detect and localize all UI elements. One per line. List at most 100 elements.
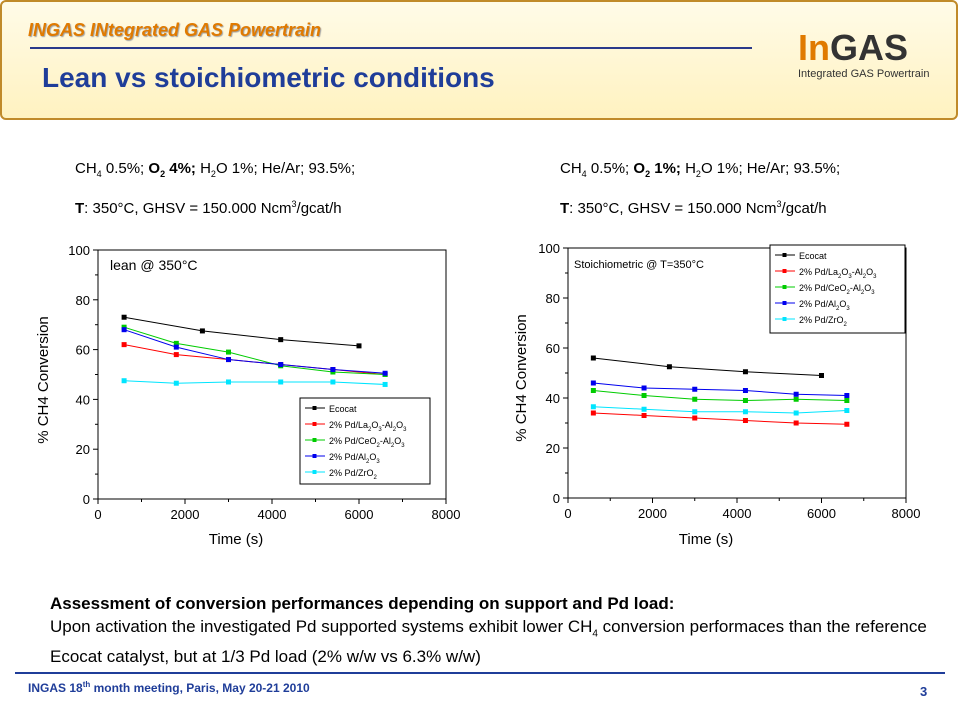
x-tick-label: 8000: [432, 507, 461, 522]
data-point: [590, 404, 596, 410]
header-band: [0, 0, 958, 120]
data-point: [330, 379, 336, 385]
y-tick-label: 80: [546, 291, 560, 306]
chart-lean: 0 2000 4000 6000 8000 0 20 40 60 80 100 Time (s) % C…: [35, 243, 460, 548]
data-point: [742, 388, 748, 393]
legend-marker: [312, 422, 317, 426]
data-point: [590, 380, 596, 386]
data-point: [844, 393, 850, 398]
data-point: [742, 418, 748, 423]
data-point: [793, 391, 799, 397]
data-point: [199, 328, 205, 334]
legend-marker: [312, 454, 317, 458]
series-line: [593, 412, 847, 425]
legend-label: 2% Pd/CeO2-Al2O3: [329, 436, 405, 449]
y-tick-label: 20: [76, 442, 90, 457]
data-point: [226, 349, 231, 355]
page-number: 3: [920, 684, 928, 699]
data-point: [819, 373, 824, 378]
assessment-text: Assessment of conversion performances de…: [50, 592, 930, 668]
ingas-logo: InGAS Integrated GAS Powertrain: [798, 30, 948, 90]
data-point: [793, 420, 799, 426]
data-point: [793, 396, 799, 402]
series-line: [124, 380, 386, 385]
data-point: [121, 314, 127, 320]
y-tick-label: 40: [76, 392, 90, 407]
data-point: [173, 380, 179, 386]
series-line: [593, 390, 847, 402]
y-tick-label: 0: [553, 491, 560, 506]
data-point: [844, 408, 850, 413]
legend-marker: [782, 317, 787, 321]
series-line: [123, 326, 386, 375]
conditions-right: CH4 0.5%; O2 1%; H2O 1%; He/Ar; 93.5%; T…: [560, 160, 841, 217]
series-line: [124, 316, 360, 347]
brand-title: INGAS INtegrated GAS Powertrain: [28, 20, 322, 40]
data-point: [692, 409, 698, 415]
x-tick-label: 0: [564, 506, 571, 521]
legend-box: [299, 397, 431, 485]
legend-label: Ecocat: [799, 251, 827, 261]
y-tick-label: 100: [538, 241, 560, 256]
data-point: [742, 369, 748, 375]
data-point: [226, 379, 231, 385]
data-point: [173, 352, 179, 358]
x-tick-label: 0: [94, 507, 101, 522]
logo-subtitle: Integrated GAS Powertrain: [798, 68, 930, 80]
legend-label: 2% Pd/Al2O3: [329, 452, 380, 465]
y-axis-label: % CH4 Conversion: [513, 314, 530, 442]
data-point: [278, 379, 284, 385]
data-point: [121, 342, 127, 348]
data-point: [641, 393, 647, 398]
data-point: [226, 357, 231, 363]
data-point: [173, 340, 179, 346]
y-tick-label: 0: [83, 492, 90, 507]
series-line: [593, 357, 822, 376]
legend-marker: [782, 269, 787, 273]
data-point: [742, 409, 748, 415]
x-tick-label: 4000: [723, 506, 752, 521]
legend-label: 2% Pd/CeO2-Al2O3: [799, 283, 875, 296]
legend-label: 2% Pd/Al2O3: [799, 299, 850, 312]
y-tick-label: 60: [546, 341, 560, 356]
data-point: [641, 406, 647, 412]
data-point: [692, 396, 698, 402]
data-point: [382, 381, 388, 387]
data-point: [121, 327, 127, 333]
data-point: [330, 367, 336, 373]
legend-label: 2% Pd/La2O3-Al2O3: [329, 420, 407, 433]
x-tick-label: 8000: [892, 506, 921, 521]
slide-title: Lean vs stoichiometric conditions: [42, 62, 495, 93]
legend-marker: [782, 285, 787, 289]
series-line: [593, 382, 847, 396]
series-line: [123, 329, 386, 374]
y-tick-label: 40: [546, 391, 560, 406]
x-tick-label: 6000: [807, 506, 836, 521]
data-point: [793, 410, 799, 416]
series-line: [593, 406, 847, 414]
x-tick-label: 6000: [345, 507, 374, 522]
data-point: [382, 370, 388, 376]
data-point: [666, 364, 672, 370]
data-point: [278, 337, 284, 343]
x-axis-label: Time (s): [209, 531, 263, 548]
data-point: [641, 413, 647, 418]
assessment-title: Assessment of conversion performances de…: [50, 594, 675, 613]
data-point: [692, 415, 698, 421]
logo-in-text: In: [798, 27, 830, 68]
assessment-body: Upon activation the investigated Pd supp…: [50, 617, 927, 667]
chart-annotation: Stoichiometric @ T=350°C: [574, 259, 704, 271]
y-axis-label: % CH4 Conversion: [35, 316, 52, 444]
data-point: [641, 385, 647, 391]
x-tick-label: 2000: [638, 506, 667, 521]
legend-marker: [312, 438, 317, 442]
data-point: [173, 344, 179, 350]
data-point: [590, 410, 596, 416]
data-point: [121, 378, 127, 384]
y-tick-label: 80: [76, 293, 90, 308]
footer-divider: [15, 672, 945, 674]
chart-stoichiometric: 0 2000 4000 6000 8000 0 20 40 60 80 100 Time (s) % C…: [513, 241, 920, 548]
data-point: [692, 386, 698, 392]
legend-marker: [312, 406, 317, 410]
